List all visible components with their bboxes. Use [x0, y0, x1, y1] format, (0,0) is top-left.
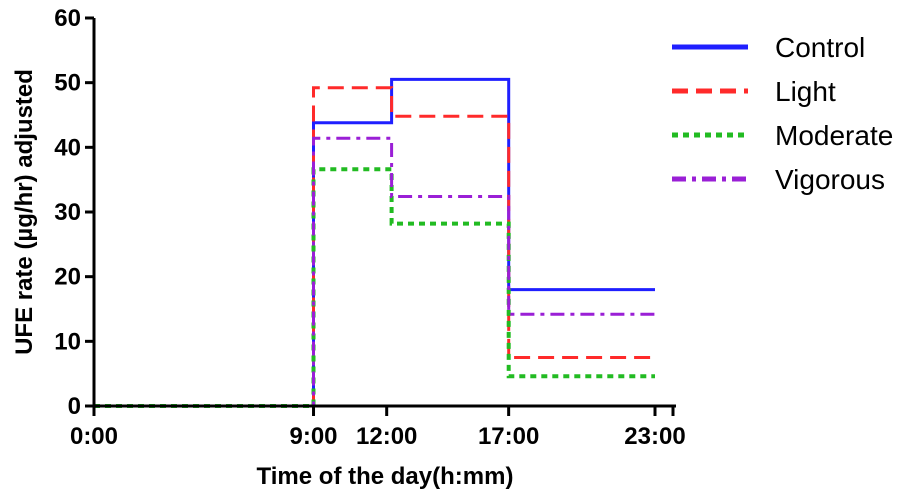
y-tick-label: 40	[54, 134, 81, 161]
axes-layer	[92, 18, 676, 408]
legend-label-moderate: Moderate	[775, 120, 893, 151]
x-tick-label: 12:00	[356, 423, 417, 450]
y-tick-label: 10	[54, 328, 81, 355]
series-line-light	[94, 86, 655, 408]
series-line-moderate	[94, 167, 655, 408]
legend: Control Light Moderate Vigorous	[672, 32, 893, 195]
x-tick-label: 0:00	[70, 423, 118, 450]
ticks-layer: 0 10 20 30 40 50 60 0:00 9:00 12:00 17:00 23:00	[54, 5, 685, 450]
series-line-vigorous	[94, 136, 655, 408]
y-axis-title: UFE rate (µg/hr) adjusted	[11, 69, 38, 355]
y-tick-label: 0	[68, 393, 81, 420]
x-tick-label: 17:00	[478, 423, 539, 450]
series-layer	[94, 77, 655, 408]
y-tick-label: 20	[54, 264, 81, 291]
y-tick-label: 30	[54, 199, 81, 226]
y-tick-label: 50	[54, 70, 81, 97]
legend-label-control: Control	[775, 32, 865, 63]
x-tick-label: 9:00	[289, 423, 337, 450]
y-tick-label: 60	[54, 5, 81, 32]
legend-label-vigorous: Vigorous	[775, 164, 885, 195]
x-axis-title: Time of the day(h:mm)	[257, 463, 514, 490]
legend-label-light: Light	[775, 76, 836, 107]
x-tick-label: 23:00	[624, 423, 685, 450]
